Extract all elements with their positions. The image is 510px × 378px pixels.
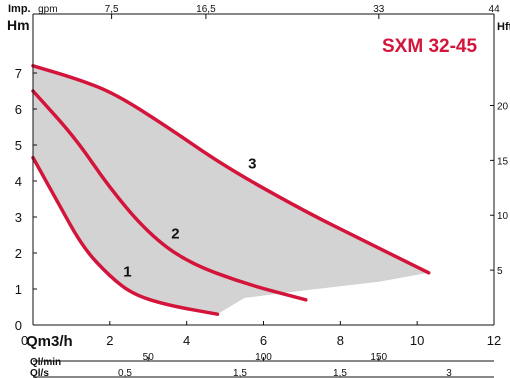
- ls-tick-label: 3: [446, 368, 452, 378]
- top-tick-label: 16,5: [196, 4, 216, 15]
- x-tick-label: 0: [21, 333, 28, 348]
- curve-label-3: 3: [248, 155, 256, 172]
- y-tick-label: 2: [15, 246, 22, 261]
- ls-tick-label: 0,5: [118, 368, 132, 378]
- right-tick-label: 5: [497, 266, 503, 277]
- top-tick-label: 44: [489, 4, 501, 15]
- right-axis-label: Hft: [497, 21, 510, 33]
- x-tick-label: 4: [183, 333, 190, 348]
- y-tick-label: 7: [15, 66, 22, 81]
- curve-label-2: 2: [171, 226, 179, 243]
- x-tick-label: 6: [260, 333, 267, 348]
- lmin-tick-label: 150: [370, 352, 387, 363]
- y-axis-label: Hm: [7, 17, 30, 33]
- ls-tick-label: 1,5: [233, 368, 247, 378]
- curve-layer: 1 2 3: [31, 64, 431, 316]
- ls-tick-label: 1,5: [333, 368, 347, 378]
- y-tick-label: 3: [15, 210, 22, 225]
- top-axis-label: Imp. gpm: [8, 0, 58, 16]
- top-tick-label: 33: [373, 4, 385, 15]
- right-tick-label: 10: [497, 211, 509, 222]
- right-tick-label: 15: [497, 156, 509, 167]
- chart-title: SXM 32-45: [382, 36, 477, 57]
- curve-3: [31, 64, 431, 275]
- x-tick-label: 12: [487, 333, 501, 348]
- ql-s-axis-label: Ql/s: [30, 368, 49, 378]
- lmin-tick-label: 100: [255, 352, 272, 363]
- operating-region: [33, 65, 429, 315]
- top-axis-label-bold: Imp.: [8, 3, 31, 15]
- x-axis-label: Qm3/h: [26, 333, 73, 350]
- top-axis-label-unit: gpm: [38, 4, 57, 15]
- y-tick-label: 1: [15, 282, 22, 297]
- y-tick-label: 0: [15, 318, 22, 333]
- x-tick-label: 2: [106, 333, 113, 348]
- lmin-tick-label: 50: [143, 352, 155, 363]
- top-tick-label: 7,5: [105, 4, 119, 15]
- y-tick-label: 5: [15, 138, 22, 153]
- y-tick-label: 6: [15, 102, 22, 117]
- y-tick-label: 4: [15, 174, 22, 189]
- curve-1: [31, 155, 220, 316]
- curve-2: [31, 89, 308, 302]
- right-tick-label: 20: [497, 101, 509, 112]
- x-tick-label: 8: [337, 333, 344, 348]
- curve-label-1: 1: [123, 263, 131, 280]
- x-tick-label: 10: [410, 333, 424, 348]
- ql-min-axis-label: Ql/min: [30, 357, 61, 368]
- operating-region-layer: [33, 65, 429, 315]
